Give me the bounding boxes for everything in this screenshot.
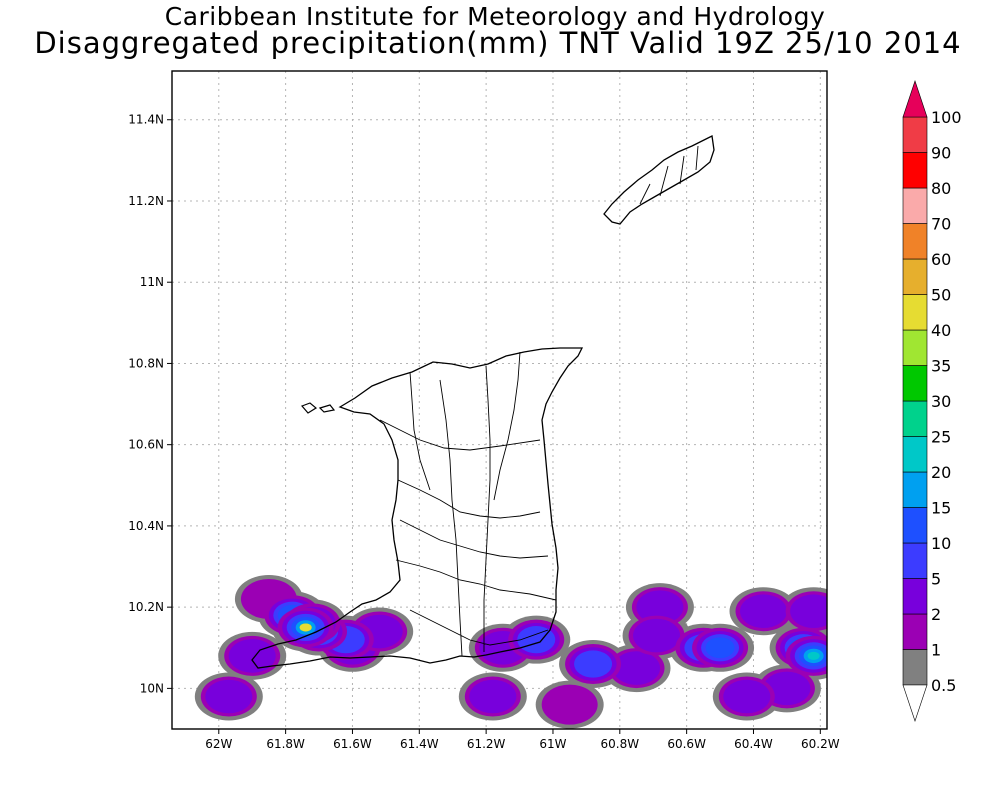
colorbar-label: 35 bbox=[931, 357, 951, 376]
plot-frame bbox=[171, 70, 828, 730]
precip-cell bbox=[541, 684, 598, 725]
x-tick-label: 60.8W bbox=[601, 737, 640, 751]
axes: 62W 61.8W 61.6W 61.4W 61.2W 61W 60.8W 60.6W 60.4… bbox=[128, 70, 840, 751]
y-tick-label: 10N bbox=[140, 681, 164, 695]
y-tick-label: 10.8N bbox=[128, 356, 164, 370]
precip-cell bbox=[723, 679, 771, 714]
precip-cell bbox=[299, 623, 312, 632]
colorbar-label: 20 bbox=[931, 463, 951, 482]
colorbar-label: 80 bbox=[931, 179, 951, 198]
y-tick-label: 10.2N bbox=[128, 600, 164, 614]
precip-cell bbox=[228, 639, 276, 673]
precip-cell bbox=[613, 651, 661, 685]
colorbar-swatch bbox=[902, 400, 928, 437]
x-tick-label: 61.2W bbox=[467, 737, 506, 751]
precip-cell bbox=[790, 594, 827, 629]
administrative-boundaries bbox=[379, 145, 699, 657]
colorbar-swatch bbox=[902, 436, 928, 473]
colorbar-label: 40 bbox=[931, 321, 951, 340]
colorbar-label: 90 bbox=[931, 144, 951, 163]
precip-cell bbox=[740, 594, 788, 629]
chart-title: Caribbean Institute for Meteorology and … bbox=[164, 2, 826, 31]
colorbar-swatch bbox=[902, 294, 928, 331]
precip-cell bbox=[763, 671, 811, 706]
colorbar-swatch bbox=[902, 187, 928, 224]
precip-cell bbox=[807, 651, 820, 660]
precip-cell bbox=[705, 637, 735, 659]
colorbar-label: 1 bbox=[931, 641, 941, 660]
colorbar-top-arrow bbox=[902, 80, 928, 118]
precip-cell bbox=[469, 679, 517, 714]
colorbar-label: 0.5 bbox=[931, 676, 956, 695]
y-tick-label: 11N bbox=[140, 275, 164, 289]
colorbar-swatch bbox=[902, 152, 928, 189]
precipitation-layer bbox=[194, 575, 827, 729]
colorbar-swatch bbox=[902, 258, 928, 295]
x-tick-label: 60.2W bbox=[801, 737, 840, 751]
y-tick-label: 11.4N bbox=[128, 113, 164, 127]
x-tick-label: 62W bbox=[205, 737, 232, 751]
precip-cell bbox=[205, 679, 253, 714]
colorbar-label: 25 bbox=[931, 428, 951, 447]
x-tick-label: 60.6W bbox=[667, 737, 706, 751]
colorbar-label: 70 bbox=[931, 215, 951, 234]
y-tick-label: 10.6N bbox=[128, 438, 164, 452]
colorbar-swatch bbox=[902, 116, 928, 153]
colorbar-swatch bbox=[902, 578, 928, 615]
northwest-islands bbox=[300, 402, 336, 414]
colorbar-swatch bbox=[902, 471, 928, 508]
colorbar-label: 5 bbox=[931, 570, 941, 589]
trinidad-outline bbox=[251, 347, 584, 669]
y-tick-label: 10.4N bbox=[128, 519, 164, 533]
colorbar-swatch bbox=[902, 649, 928, 686]
colorbar-swatch bbox=[902, 365, 928, 402]
colorbar-swatch bbox=[902, 507, 928, 544]
colorbar-swatch bbox=[902, 329, 928, 366]
land-outlines bbox=[251, 135, 715, 669]
colorbar-swatch bbox=[902, 223, 928, 260]
colorbar-label: 100 bbox=[931, 108, 962, 127]
colorbar-swatch bbox=[902, 542, 928, 579]
tobago-outline bbox=[603, 135, 715, 225]
precip-cell bbox=[636, 590, 684, 624]
colorbar-label: 2 bbox=[931, 605, 941, 624]
x-tick-label: 61.4W bbox=[400, 737, 439, 751]
x-tick-label: 61W bbox=[539, 737, 566, 751]
colorbar-swatch bbox=[902, 613, 928, 650]
colorbar-bottom-arrow bbox=[902, 684, 928, 722]
colorbar-label: 60 bbox=[931, 250, 951, 269]
precip-cell bbox=[574, 650, 613, 678]
x-tick-label: 60.4W bbox=[734, 737, 773, 751]
precip-cell bbox=[633, 618, 681, 653]
colorbar-label: 15 bbox=[931, 499, 951, 518]
x-tick-label: 61.6W bbox=[333, 737, 372, 751]
colorbar-label: 50 bbox=[931, 286, 951, 305]
chart-subtitle: Disaggregated precipitation(mm) TNT Vali… bbox=[34, 26, 962, 60]
y-tick-label: 11.2N bbox=[128, 194, 164, 208]
colorbar-label: 30 bbox=[931, 392, 951, 411]
x-tick-label: 61.8W bbox=[266, 737, 305, 751]
colorbar-label: 10 bbox=[931, 534, 951, 553]
